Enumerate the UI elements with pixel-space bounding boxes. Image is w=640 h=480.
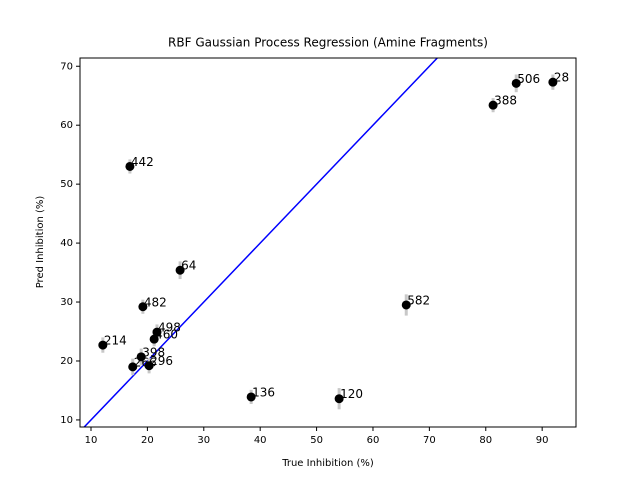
- x-tick-label: 10: [85, 435, 98, 446]
- point-label: 582: [407, 293, 430, 307]
- point: [401, 300, 411, 310]
- point-label: 442: [131, 155, 154, 169]
- y-tick-label: 70: [60, 61, 73, 72]
- point-label: 506: [517, 72, 540, 86]
- point-label: 482: [144, 295, 167, 309]
- point-label: 64: [181, 259, 196, 273]
- y-tick-label: 30: [60, 297, 73, 308]
- point-label: 498: [158, 321, 181, 335]
- x-axis-label: True Inhibition (%): [281, 458, 374, 469]
- point: [138, 302, 148, 312]
- y-axis-label: Pred Inhibition (%): [35, 196, 46, 289]
- point: [98, 340, 108, 350]
- point: [488, 100, 498, 110]
- chart-title: RBF Gaussian Process Regression (Amine F…: [168, 36, 488, 50]
- x-tick-label: 30: [197, 435, 210, 446]
- point-label: 120: [340, 387, 363, 401]
- x-tick-label: 20: [141, 435, 154, 446]
- point-label: 388: [494, 94, 517, 108]
- point: [136, 352, 146, 362]
- point: [125, 161, 135, 171]
- x-tick-label: 90: [536, 435, 549, 446]
- point-label: 214: [104, 334, 127, 348]
- x-tick-label: 80: [479, 435, 492, 446]
- point: [246, 392, 256, 402]
- y-tick-label: 10: [60, 415, 73, 426]
- point: [128, 362, 138, 372]
- point-label: 28: [554, 71, 569, 85]
- point: [334, 394, 344, 404]
- point: [511, 78, 521, 88]
- y-tick-label: 60: [60, 120, 73, 131]
- y-tick-label: 50: [60, 179, 73, 190]
- point-label: 398: [142, 345, 165, 359]
- x-tick-label: 70: [423, 435, 436, 446]
- point: [175, 265, 185, 275]
- identity-line: [83, 58, 439, 427]
- point: [149, 334, 159, 344]
- point-label: 296: [150, 354, 173, 368]
- point-label: 460: [155, 328, 178, 342]
- y-tick-label: 40: [60, 238, 73, 249]
- point-label: 136: [252, 385, 275, 399]
- x-tick-label: 40: [254, 435, 267, 446]
- x-tick-label: 50: [310, 435, 323, 446]
- plot-frame: [79, 57, 577, 428]
- point: [152, 327, 162, 337]
- point: [548, 77, 558, 87]
- x-tick-label: 60: [367, 435, 380, 446]
- y-tick-label: 20: [60, 356, 73, 367]
- point: [144, 361, 154, 371]
